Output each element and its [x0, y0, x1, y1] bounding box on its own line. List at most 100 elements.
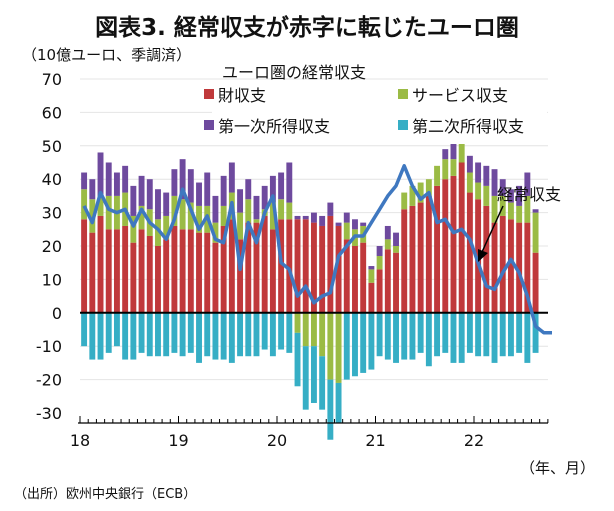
- bar-goods: [327, 215, 334, 313]
- bar-secondary: [483, 312, 490, 357]
- y-axis-ticks: 70 60 50 40 30 20 10 0 -10 -20 -30: [36, 70, 62, 423]
- bar-services: [220, 205, 227, 226]
- bar-primary: [278, 172, 285, 200]
- bar-services: [401, 192, 408, 210]
- bar-goods: [335, 225, 342, 313]
- bar-services: [450, 159, 457, 176]
- bar-primary: [97, 152, 104, 196]
- bar-goods: [105, 229, 112, 313]
- bar-secondary: [335, 382, 342, 424]
- bar-primary: [475, 162, 482, 183]
- bar-secondary: [237, 312, 244, 357]
- bar-secondary: [327, 379, 334, 440]
- bar-secondary: [425, 312, 432, 367]
- bar-services: [155, 219, 161, 246]
- bar-secondary: [138, 312, 145, 353]
- bar-goods: [163, 239, 170, 313]
- bar-goods: [220, 225, 227, 313]
- bar-secondary: [294, 332, 301, 387]
- bar-goods: [483, 205, 490, 313]
- bar-secondary: [442, 312, 449, 353]
- bar-primary: [122, 165, 129, 193]
- bar-primary: [376, 246, 383, 257]
- legend-background: [212, 84, 547, 144]
- bar-services: [458, 139, 465, 163]
- bar-services: [286, 202, 293, 220]
- bar-goods: [81, 219, 88, 313]
- bar-services: [196, 205, 202, 233]
- bar-services: [483, 185, 490, 206]
- bar-services: [138, 205, 145, 230]
- bar-secondary: [228, 312, 235, 363]
- bar-secondary: [352, 312, 358, 377]
- bar-goods: [401, 209, 408, 313]
- bar-secondary: [507, 312, 514, 357]
- bar-primary: [204, 172, 211, 206]
- bar-secondary: [171, 312, 178, 353]
- annotation-arrow-head: [478, 249, 488, 262]
- bar-secondary: [458, 312, 465, 363]
- bar-goods: [450, 175, 457, 313]
- bar-primary: [343, 212, 350, 223]
- bar-primary: [335, 222, 342, 226]
- x-tick-label: 20: [267, 431, 287, 450]
- bar-primary: [155, 189, 161, 220]
- bar-goods: [253, 222, 260, 313]
- legend-swatch-services: [398, 89, 408, 99]
- bar-primary: [171, 169, 178, 196]
- bar-goods: [212, 242, 219, 313]
- annotation-arrow-shaft: [481, 205, 504, 253]
- bar-primary: [212, 195, 219, 223]
- bar-services: [376, 256, 383, 270]
- bar-secondary: [302, 346, 309, 410]
- legend-swatch-primary-income: [204, 120, 214, 130]
- bar-primary: [220, 175, 227, 206]
- y-tick-label: 40: [42, 170, 62, 189]
- bar-primary: [113, 172, 120, 196]
- bar-services: [532, 212, 539, 253]
- bar-primary: [450, 142, 457, 160]
- bar-secondary: [310, 346, 317, 403]
- bar-goods: [491, 222, 498, 313]
- bar-secondary: [376, 312, 383, 357]
- bar-services: [507, 202, 514, 220]
- bar-secondary: [261, 312, 268, 350]
- bar-services: [442, 159, 449, 180]
- bar-services: [187, 202, 194, 230]
- y-tick-label: 70: [42, 70, 62, 89]
- bar-services: [434, 165, 441, 186]
- y-tick-label: 30: [42, 204, 62, 223]
- bar-services: [237, 212, 244, 240]
- bar-goods: [286, 219, 293, 313]
- bar-goods: [228, 219, 235, 313]
- bar-primary: [532, 209, 539, 213]
- bar-goods: [89, 232, 96, 313]
- bar-primary: [269, 175, 276, 203]
- x-tick-label: 22: [464, 431, 484, 450]
- current-account-line: [82, 164, 552, 335]
- legend-label-services: サービス収支: [412, 86, 508, 105]
- bar-secondary: [245, 312, 252, 357]
- bar-primary: [327, 202, 334, 216]
- bar-secondary: [187, 312, 194, 353]
- y-tick-label: 60: [42, 103, 62, 122]
- bar-goods: [179, 229, 186, 313]
- bar-secondary: [409, 312, 416, 360]
- bar-services: [491, 195, 498, 223]
- bar-secondary: [163, 312, 170, 357]
- bar-goods: [368, 282, 375, 313]
- bar-services: [409, 185, 416, 206]
- bar-secondary: [204, 312, 211, 357]
- bar-primary: [130, 185, 137, 216]
- bar-services: [179, 199, 186, 230]
- bar-secondary: [466, 312, 473, 353]
- bar-secondary: [196, 312, 202, 363]
- bar-primary: [261, 185, 268, 210]
- bar-goods: [458, 162, 465, 313]
- bar-goods: [499, 215, 506, 313]
- bar-services: [524, 195, 531, 223]
- bar-goods: [442, 179, 449, 313]
- bar-primary: [393, 232, 399, 246]
- bar-primary: [483, 165, 490, 186]
- bar-secondary: [434, 312, 441, 357]
